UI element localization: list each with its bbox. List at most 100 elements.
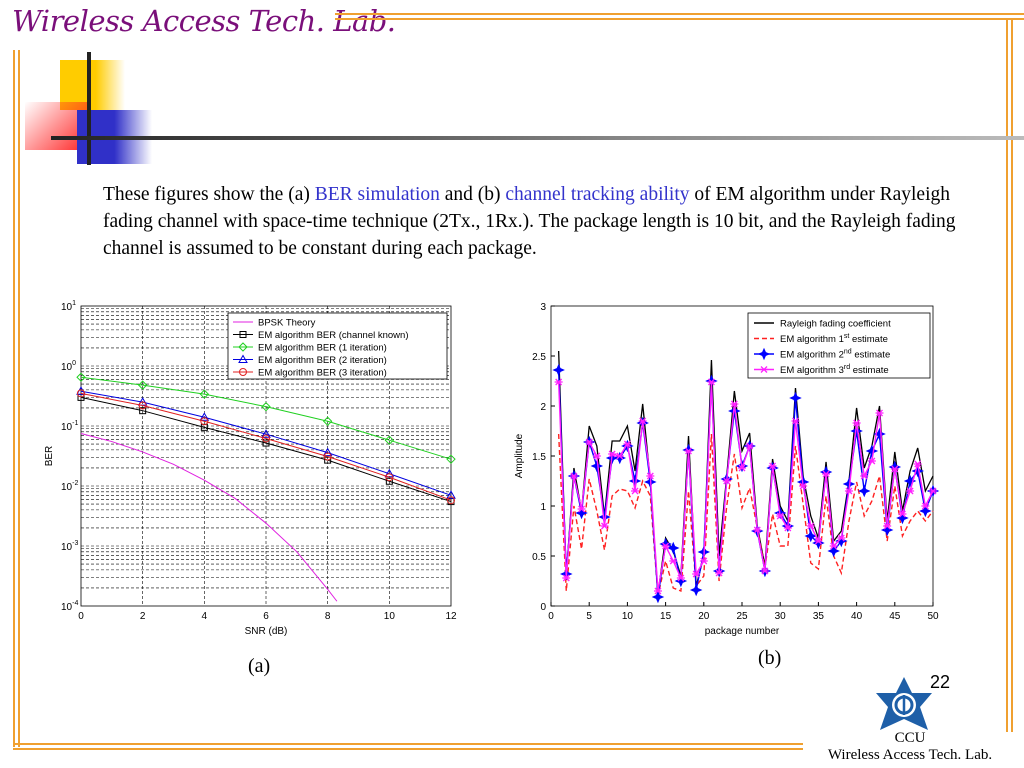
data-marker [806, 522, 815, 530]
data-marker [200, 417, 209, 426]
amplitude-chart: 0 5 10 15 20 25 30 35 40 45 50 0 0.5 1 1.5 2 2.5 3 package… [514, 302, 940, 637]
page-number: 22 [930, 672, 951, 692]
data-marker [689, 583, 703, 597]
data-marker [577, 505, 586, 513]
data-marker [837, 534, 846, 542]
data-marker [929, 487, 937, 495]
caption-a: (a) [248, 655, 271, 677]
data-marker [199, 412, 210, 421]
data-marker [898, 510, 907, 518]
x-tick-label: 35 [813, 611, 825, 622]
x-tick-label: 30 [775, 611, 787, 622]
data-marker [613, 451, 627, 465]
data-marker [623, 440, 632, 448]
data-marker [447, 496, 455, 505]
y-tick-label: 10-3 [61, 540, 78, 553]
data-marker [753, 526, 762, 534]
legend-label: EM algorithm BER (1 iteration) [258, 343, 387, 354]
data-marker [238, 354, 248, 363]
data-marker [653, 587, 662, 595]
x-tick-label: 6 [263, 611, 269, 622]
data-marker [738, 464, 746, 472]
data-marker [646, 472, 655, 480]
right-border-line [1006, 20, 1008, 732]
data-marker [745, 442, 754, 450]
data-marker [812, 536, 825, 550]
data-marker [715, 569, 724, 577]
data-marker [860, 472, 869, 480]
data-marker [913, 460, 922, 468]
x-tick-label: 0 [548, 611, 554, 622]
data-marker [592, 452, 601, 460]
x-tick-label: 45 [889, 611, 901, 622]
y-tick-label: 1.5 [532, 452, 546, 463]
data-marker [776, 512, 785, 520]
text-segment: These figures show the (a) [103, 184, 315, 205]
series-line [80, 392, 452, 501]
x-tick-label: 10 [622, 611, 634, 622]
top-border-line [335, 18, 1024, 20]
data-marker [789, 391, 802, 405]
data-marker [261, 401, 271, 412]
data-marker [814, 537, 823, 545]
data-marker [669, 557, 678, 565]
data-marker [585, 438, 594, 446]
x-tick-label: 25 [736, 611, 748, 622]
data-marker [446, 454, 456, 464]
y-tick-label: 0 [540, 602, 546, 613]
data-marker [676, 574, 685, 582]
data-marker [791, 417, 800, 425]
ber-chart: 0 2 4 6 8 10 12 101 100 10-1 10-2 10-3 10-4 SNR (dB) B… [44, 300, 457, 637]
data-marker [569, 472, 578, 480]
data-marker [77, 389, 85, 398]
data-marker [827, 544, 840, 558]
x-tick-label: 40 [851, 611, 863, 622]
data-marker [768, 462, 777, 470]
data-marker [590, 459, 604, 473]
legend-label: Rayleigh fading coefficient [780, 319, 891, 330]
data-marker [562, 574, 571, 582]
data-marker [822, 470, 831, 478]
y-tick-label: 0.5 [532, 552, 546, 563]
x-tick-label: 8 [325, 611, 331, 622]
lab-title: Wireless Access Tech. Lab. [12, 4, 396, 38]
series-line [80, 396, 452, 503]
data-marker [867, 457, 876, 465]
x-tick-label: 20 [698, 611, 710, 622]
data-marker [385, 473, 394, 482]
data-marker [865, 444, 879, 458]
bottom-border-line [13, 748, 803, 750]
x-tick-label: 10 [384, 611, 396, 622]
data-marker [638, 417, 647, 425]
data-marker [921, 502, 930, 510]
data-marker [911, 464, 924, 478]
ccu-logo-icon [876, 677, 932, 730]
data-marker [722, 477, 731, 485]
data-marker [615, 452, 624, 460]
data-marker [239, 331, 247, 338]
vertical-bar-decoration [87, 52, 91, 165]
x-tick-label: 4 [202, 611, 208, 622]
data-marker [385, 477, 393, 485]
data-marker [757, 347, 771, 361]
x-axis-label: SNR (dB) [245, 626, 288, 637]
highlight-channel-tracking: channel tracking ability [505, 184, 690, 205]
data-marker [651, 590, 665, 604]
data-marker [608, 450, 617, 458]
left-border-line [13, 50, 15, 747]
horizontal-bar-decoration [51, 136, 1024, 140]
data-marker [692, 570, 701, 578]
data-marker [760, 366, 768, 373]
data-marker [684, 447, 693, 455]
data-marker [707, 378, 716, 386]
y-tick-label: 2.5 [532, 352, 546, 363]
text-segment: and (b) [439, 184, 506, 205]
y-tick-label: 101 [61, 300, 76, 313]
series-line [80, 433, 338, 602]
y-tick-label: 3 [540, 302, 546, 313]
x-axis-label: package number [705, 626, 780, 637]
y-tick-label: 100 [61, 360, 76, 373]
series-line [80, 376, 452, 460]
data-marker [631, 487, 640, 495]
